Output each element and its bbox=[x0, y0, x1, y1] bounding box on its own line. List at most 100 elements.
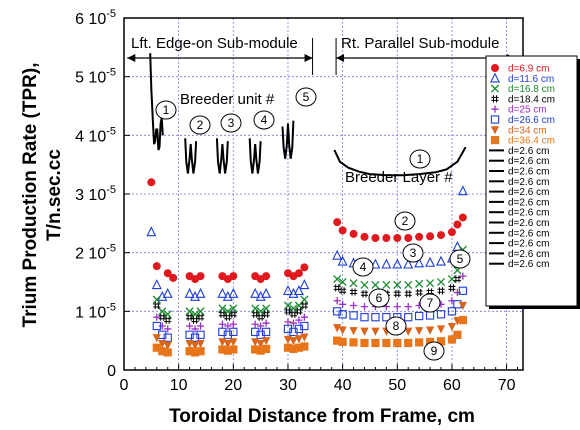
data-point bbox=[263, 328, 270, 335]
label-number: 9 bbox=[431, 344, 438, 358]
data-point bbox=[372, 314, 379, 321]
data-point bbox=[416, 289, 423, 296]
data-point bbox=[339, 301, 346, 308]
data-point bbox=[454, 301, 461, 308]
series-d-36-4-cm bbox=[153, 316, 467, 356]
data-point bbox=[393, 234, 401, 242]
data-point bbox=[448, 275, 455, 282]
line-unit-2 bbox=[185, 138, 196, 173]
label-number: 5 bbox=[303, 90, 310, 104]
x-tick-label: 70 bbox=[498, 377, 516, 394]
data-point bbox=[416, 312, 423, 319]
data-point bbox=[196, 347, 204, 355]
data-point bbox=[169, 274, 177, 282]
data-point bbox=[459, 302, 467, 310]
data-point bbox=[147, 228, 155, 236]
data-point bbox=[350, 302, 357, 309]
data-point bbox=[153, 296, 160, 303]
x-tick-label: 30 bbox=[279, 377, 297, 394]
line-unit-3 bbox=[217, 138, 228, 173]
data-point bbox=[224, 331, 231, 338]
label-number: 4 bbox=[261, 113, 268, 127]
right-region-label: Rt. Parallel Sub-module bbox=[341, 35, 499, 52]
y-tick-label: 4 10-5 bbox=[75, 125, 116, 145]
data-point bbox=[252, 328, 259, 335]
data-point bbox=[415, 233, 423, 241]
data-point bbox=[300, 280, 308, 288]
breeder-unit-5: 5 bbox=[296, 88, 316, 106]
data-point bbox=[334, 297, 341, 304]
data-point bbox=[382, 339, 390, 347]
data-point bbox=[404, 339, 412, 347]
data-point bbox=[361, 281, 368, 288]
label-number: 3 bbox=[410, 246, 417, 260]
breeder-layer-7: 7 bbox=[420, 294, 440, 312]
data-point bbox=[360, 233, 368, 241]
data-point bbox=[186, 331, 193, 338]
data-point bbox=[371, 234, 379, 242]
breeder-layer-8: 8 bbox=[386, 317, 406, 335]
data-point bbox=[437, 325, 445, 333]
label-number: 4 bbox=[360, 260, 367, 274]
y-tick-label: 3 10-5 bbox=[75, 184, 116, 204]
y-tick-label: 0 bbox=[107, 363, 116, 380]
x-tick-label: 40 bbox=[334, 377, 352, 394]
arrow-head-left bbox=[127, 54, 135, 62]
x-tick-label: 20 bbox=[224, 377, 242, 394]
label-number: 8 bbox=[393, 319, 400, 333]
data-point bbox=[415, 338, 423, 346]
data-point bbox=[197, 272, 205, 280]
data-point bbox=[339, 338, 347, 346]
data-point bbox=[437, 287, 444, 294]
breeder-layer-9: 9 bbox=[424, 342, 444, 360]
label-number: 2 bbox=[197, 118, 204, 132]
breeder-layer-6: 6 bbox=[369, 289, 389, 307]
data-point bbox=[453, 221, 461, 229]
data-point bbox=[372, 281, 379, 288]
data-point bbox=[459, 186, 467, 194]
data-point bbox=[405, 314, 412, 321]
data-points bbox=[147, 178, 467, 356]
data-point bbox=[153, 262, 161, 270]
data-point bbox=[405, 290, 412, 297]
y-tick-label: 2 10-5 bbox=[75, 243, 116, 263]
label-number: 1 bbox=[163, 103, 170, 117]
data-point bbox=[360, 328, 368, 336]
data-point bbox=[371, 328, 379, 336]
left-region-label: Lft. Edge-on Sub-module bbox=[131, 35, 298, 52]
data-point bbox=[147, 178, 155, 186]
data-point bbox=[416, 280, 423, 287]
data-point bbox=[405, 281, 412, 288]
legend-entry: d=2.6 cm bbox=[508, 259, 549, 270]
y-axis-title-line1: Trium Production Rate (TPR), bbox=[20, 63, 41, 328]
label-number: 2 bbox=[402, 214, 409, 228]
data-point bbox=[197, 331, 204, 338]
x-tick-label: 60 bbox=[443, 377, 461, 394]
line-unit-4 bbox=[250, 138, 261, 173]
label-number: 5 bbox=[457, 252, 464, 266]
data-point bbox=[393, 339, 401, 347]
left-region-arrow bbox=[127, 54, 312, 62]
breeder-layer-4: 4 bbox=[353, 258, 373, 276]
data-point bbox=[284, 318, 291, 325]
data-point bbox=[454, 289, 461, 296]
data-point bbox=[382, 234, 390, 242]
data-point bbox=[229, 272, 237, 280]
data-point bbox=[153, 280, 161, 288]
data-point bbox=[437, 231, 445, 239]
data-point bbox=[295, 269, 303, 277]
data-point bbox=[459, 213, 467, 221]
legend: d=6.9 cmd=11.6 cmd=16.8 cmd=18.4 cmd=25 … bbox=[486, 56, 580, 309]
x-tick-label: 50 bbox=[388, 377, 406, 394]
data-point bbox=[437, 278, 444, 285]
data-point bbox=[350, 280, 357, 287]
y-tick-label: 5 10-5 bbox=[75, 67, 116, 87]
data-point bbox=[361, 303, 368, 310]
data-point bbox=[394, 303, 401, 310]
data-point bbox=[360, 339, 368, 347]
data-point bbox=[453, 331, 461, 339]
breeder-unit-4: 4 bbox=[254, 111, 274, 129]
data-point bbox=[415, 327, 423, 335]
breeder-unit-label: Breeder unit # bbox=[180, 91, 275, 108]
